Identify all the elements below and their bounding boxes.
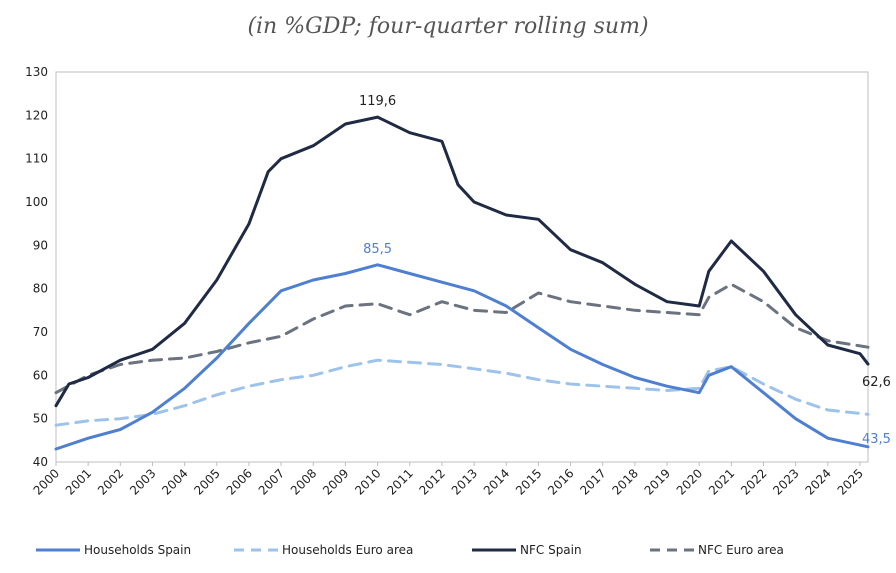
x-tick-label: 2019 [642,466,673,497]
x-tick-label: 2010 [352,466,383,497]
data-label: 85,5 [363,242,392,257]
x-tick-label: 2001 [63,466,94,497]
legend-label: Households Euro area [282,543,413,557]
y-tick-label: 130 [25,65,48,79]
data-label: 119,6 [359,94,396,109]
x-tick-label: 2024 [802,466,833,497]
legend-label: NFC Euro area [698,543,784,557]
y-tick-label: 80 [33,282,48,296]
y-tick-label: 110 [25,152,48,166]
x-tick-label: 2023 [770,466,801,497]
y-tick-label: 70 [33,325,48,339]
x-tick-label: 2015 [513,466,544,497]
y-tick-label: 60 [33,368,48,382]
x-tick-label: 2005 [191,466,222,497]
x-tick-label: 2007 [256,466,287,497]
x-tick-label: 2020 [674,466,705,497]
y-tick-label: 120 [25,108,48,122]
x-tick-label: 2002 [95,466,126,497]
plot-area-border [55,71,869,463]
x-tick-label: 2014 [481,466,512,497]
x-tick-label: 2006 [224,466,255,497]
x-tick-label: 2009 [320,466,351,497]
data-label: 62,6 [862,375,891,390]
x-tick-label: 2013 [449,466,480,497]
legend-label: Households Spain [84,543,191,557]
y-tick-label: 90 [33,238,48,252]
series-line-households-spain [54,263,870,451]
x-tick-label: 2003 [127,466,158,497]
x-tick-label: 2025 [835,466,866,497]
x-tick-label: 2016 [545,466,576,497]
x-tick-label: 2000 [31,466,62,497]
x-tick-label: 2021 [706,466,737,497]
data-label: 43,5 [862,432,891,447]
y-tick-label: 100 [25,195,48,209]
x-tick-label: 2018 [609,466,640,497]
x-tick-label: 2017 [577,466,608,497]
y-tick-label: 40 [33,455,48,469]
x-tick-label: 2022 [738,466,769,497]
x-tick-label: 2004 [159,466,190,497]
series-line-nfc-euro-area [54,282,870,395]
y-tick-label: 50 [33,412,48,426]
series-line-nfc-spain [54,115,870,408]
x-tick-label: 2008 [288,466,319,497]
x-tick-label: 2012 [417,466,448,497]
legend-label: NFC Spain [520,543,582,557]
chart-subtitle: (in %GDP; four-quarter rolling sum) [247,14,649,39]
x-tick-label: 2011 [384,466,415,497]
